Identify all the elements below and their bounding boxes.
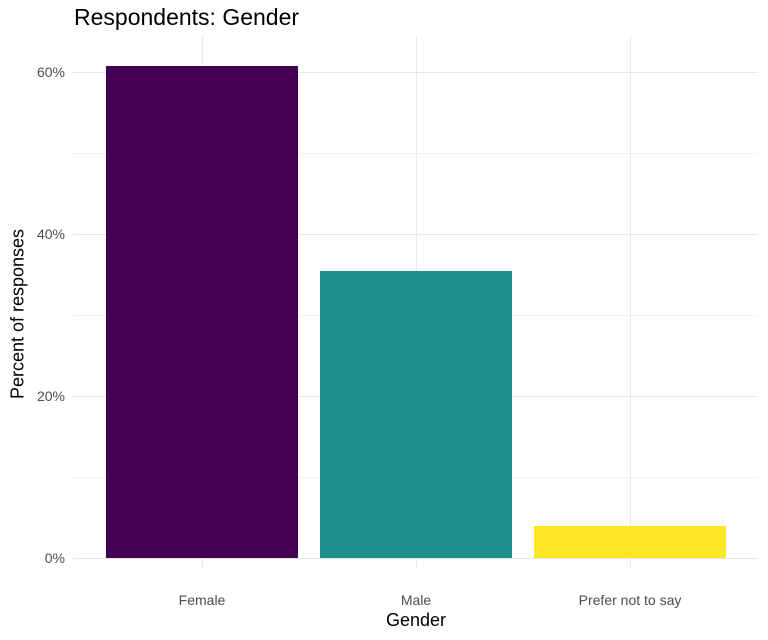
gridline-major-60 [73,72,758,73]
gridline-major-40 [73,234,758,235]
bar-prefer-not-to-say [534,525,726,558]
bar-male [320,271,512,558]
y-axis-title: Percent of responses [7,228,28,400]
x-tick-label-prefer-not-to-say: Prefer not to say [578,592,682,608]
y-tick-label-20: 20% [36,388,65,404]
y-tick-label-0: 0% [44,550,65,566]
gridline-major-0 [73,558,758,559]
x-tick-label-female: Female [178,592,226,608]
chart-title: Respondents: Gender [74,4,300,30]
gridline-minor-50 [73,153,758,154]
y-tick-label-40: 40% [36,226,65,242]
y-tick-label-60: 60% [36,64,65,80]
bar-female [106,66,298,558]
gridline-vertical-prefer-not [630,36,631,568]
x-axis-title: Gender [385,610,447,630]
x-tick-label-male: Male [400,592,432,608]
plot-panel [73,36,758,568]
